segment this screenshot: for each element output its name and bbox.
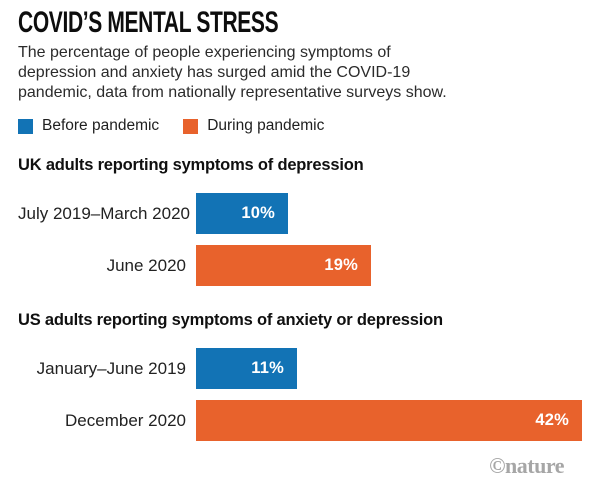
- legend-swatch-orange-icon: [183, 118, 199, 134]
- category-label: January–June 2019: [36, 358, 186, 378]
- bar-row: June 2020 19%: [18, 245, 582, 286]
- chart-section-uk: UK adults reporting symptoms of depressi…: [18, 157, 582, 286]
- bar-track: 10%: [196, 193, 582, 234]
- bar-track: 11%: [196, 348, 582, 389]
- category-label: June 2020: [106, 255, 186, 275]
- bar-track: 19%: [196, 245, 582, 286]
- bar-rows: January–June 2019 11% December 2020 42%: [18, 348, 582, 441]
- legend-label: During pandemic: [207, 117, 325, 134]
- page-title: COVID’S MENTAL STRESS: [18, 6, 279, 39]
- bar-during-pandemic: 19%: [196, 245, 371, 286]
- section-title: UK adults reporting symptoms of depressi…: [18, 156, 364, 174]
- bar-row: July 2019–March 2020 10%: [18, 193, 582, 234]
- subtitle-line: depression and anxiety has surged amid t…: [18, 64, 411, 81]
- nature-logo: ©nature: [489, 453, 564, 478]
- bar-value-label: 42%: [535, 411, 569, 429]
- bar-row: January–June 2019 11%: [18, 348, 582, 389]
- section-title: US adults reporting symptoms of anxiety …: [18, 311, 443, 329]
- bar-during-pandemic: 42%: [196, 400, 582, 441]
- legend-item-during-pandemic: During pandemic: [183, 117, 324, 135]
- subtitle-line: pandemic, data from nationally represent…: [18, 84, 447, 101]
- footer: ©nature: [18, 455, 582, 478]
- chart-section-us: US adults reporting symptoms of anxiety …: [18, 312, 582, 441]
- subtitle: The percentage of people experiencing sy…: [18, 43, 582, 103]
- bar-value-label: 19%: [324, 256, 358, 274]
- legend-swatch-blue-icon: [18, 118, 33, 134]
- legend-item-before-pandemic: Before pandemic: [18, 117, 159, 135]
- category-label: July 2019–March 2020: [18, 203, 191, 223]
- legend-label: Before pandemic: [42, 117, 160, 134]
- bar-value-label: 11%: [251, 359, 284, 377]
- bar-rows: July 2019–March 2020 10% June 2020 19%: [18, 193, 582, 286]
- bar-track: 42%: [196, 400, 582, 441]
- bar-before-pandemic: 11%: [196, 348, 297, 389]
- category-label: December 2020: [65, 410, 186, 430]
- legend: Before pandemic During pandemic: [18, 117, 582, 135]
- subtitle-line: The percentage of people experiencing sy…: [18, 44, 391, 61]
- bar-value-label: 10%: [241, 204, 275, 222]
- bar-row: December 2020 42%: [18, 400, 582, 441]
- bar-before-pandemic: 10%: [196, 193, 288, 234]
